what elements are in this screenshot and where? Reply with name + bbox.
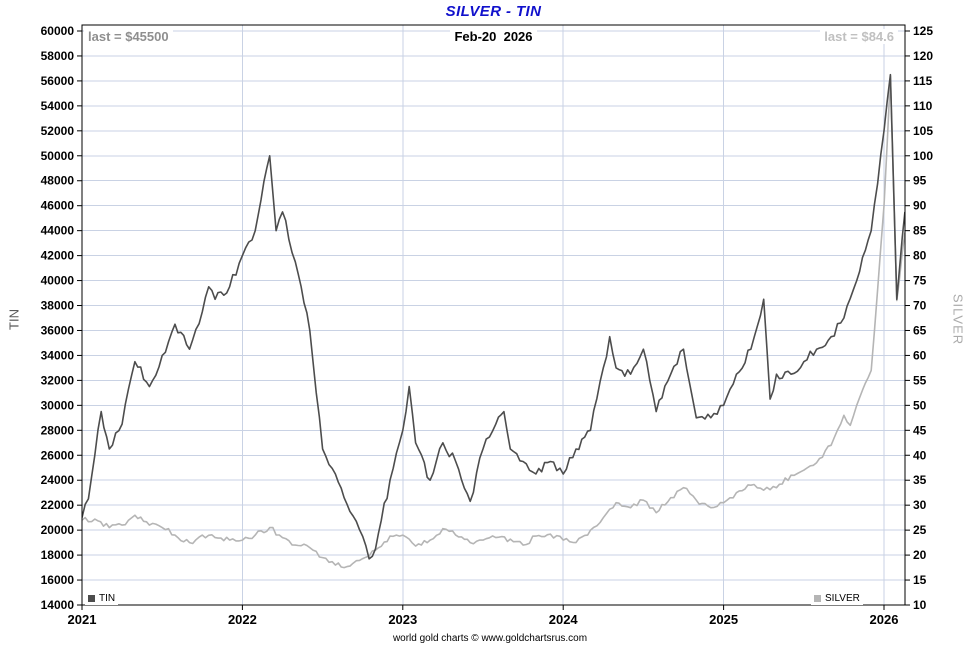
left-axis-tick-label: 52000 — [41, 124, 75, 138]
left-axis-tick-label: 22000 — [41, 498, 75, 512]
left-axis-tick-label: 28000 — [41, 423, 75, 437]
left-axis-tick-label: 42000 — [41, 249, 75, 263]
left-axis-tick-label: 14000 — [41, 598, 75, 612]
tin-legend: TIN — [85, 592, 119, 605]
left-axis-tick-label: 60000 — [41, 24, 75, 38]
left-axis-tick-label: 32000 — [41, 373, 75, 387]
right-axis-tick-label: 55 — [913, 373, 927, 387]
series-line-tin — [82, 73, 905, 560]
silver-legend-swatch — [814, 595, 821, 602]
right-axis-tick-label: 115 — [913, 74, 933, 88]
silver-legend: SILVER — [811, 592, 863, 605]
right-axis-tick-label: 120 — [913, 49, 933, 63]
right-axis-tick-label: 70 — [913, 299, 927, 313]
left-axis-tick-label: 46000 — [41, 199, 75, 213]
right-axis-tick-label: 30 — [913, 498, 927, 512]
tin-last-annotation-wrap: last = $45500 — [84, 29, 173, 44]
series-line-silver — [82, 75, 905, 569]
date-annotation-wrap: Feb-20 2026 — [82, 29, 905, 44]
right-axis-tick-label: 10 — [913, 598, 927, 612]
tin-legend-label: TIN — [99, 593, 116, 604]
right-axis-tick-label: 75 — [913, 274, 927, 288]
silver-last-annotation: last = $84.6 — [820, 29, 898, 44]
right-axis-tick-label: 65 — [913, 323, 927, 337]
left-axis-tick-label: 44000 — [41, 224, 75, 238]
right-axis-tick-label: 125 — [913, 24, 933, 38]
right-axis-tick-label: 100 — [913, 149, 933, 163]
right-axis-tick-label: 35 — [913, 473, 927, 487]
right-axis-title: SILVER — [950, 293, 966, 346]
left-axis-tick-label: 24000 — [41, 473, 75, 487]
right-axis-tick-label: 15 — [913, 573, 927, 587]
tin-last-annotation: last = $45500 — [84, 29, 173, 44]
right-axis-tick-label: 95 — [913, 174, 927, 188]
right-axis-tick-label: 50 — [913, 398, 927, 412]
left-axis-tick-label: 40000 — [41, 274, 75, 288]
right-axis-tick-label: 85 — [913, 224, 927, 238]
right-axis-tick-label: 60 — [913, 348, 927, 362]
left-axis-tick-label: 16000 — [41, 573, 75, 587]
footer-credit: world gold charts © www.goldchartsrus.co… — [392, 633, 588, 644]
tin-legend-swatch — [88, 595, 95, 602]
left-axis-tick-label: 56000 — [41, 74, 75, 88]
right-axis-tick-label: 110 — [913, 99, 933, 113]
left-axis-tick-label: 48000 — [41, 174, 75, 188]
left-axis-tick-label: 50000 — [41, 149, 75, 163]
right-axis-tick-label: 105 — [913, 124, 933, 138]
x-axis-tick-label: 2022 — [228, 612, 257, 627]
left-axis-tick-label: 20000 — [41, 523, 75, 537]
right-axis-tick-label: 40 — [913, 448, 927, 462]
right-axis-tick-label: 80 — [913, 249, 927, 263]
right-axis-tick-label: 20 — [913, 548, 927, 562]
plot-border — [81, 24, 906, 606]
left-axis-tick-label: 36000 — [41, 323, 75, 337]
left-axis-tick-label: 38000 — [41, 299, 75, 313]
x-axis-tick-label: 2026 — [870, 612, 899, 627]
chart-title: SILVER - TIN — [445, 3, 542, 20]
left-axis-tick-label: 58000 — [41, 49, 75, 63]
left-axis-tick-label: 18000 — [41, 548, 75, 562]
left-axis-title: TIN — [6, 309, 22, 330]
left-axis-tick-label: 34000 — [41, 348, 75, 362]
x-axis-tick-label: 2021 — [68, 612, 97, 627]
left-axis-tick-label: 30000 — [41, 398, 75, 412]
right-axis-tick-label: 45 — [913, 423, 927, 437]
right-axis-tick-label: 25 — [913, 523, 927, 537]
left-axis-tick-label: 54000 — [41, 99, 75, 113]
silver-last-annotation-wrap: last = $84.6 — [820, 29, 898, 44]
right-axis-tick-label: 90 — [913, 199, 927, 213]
date-annotation: Feb-20 2026 — [450, 29, 537, 44]
left-axis-tick-label: 26000 — [41, 448, 75, 462]
silver-legend-label: SILVER — [825, 593, 860, 604]
x-axis-tick-label: 2024 — [549, 612, 579, 627]
x-axis-tick-label: 2023 — [388, 612, 417, 627]
x-axis-tick-label: 2025 — [709, 612, 738, 627]
